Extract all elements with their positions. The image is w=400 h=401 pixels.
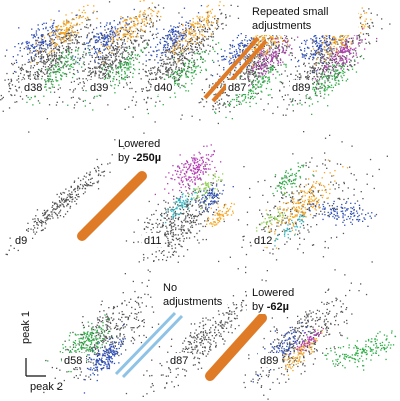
cloud-d58-gray — [43, 259, 168, 394]
cloud-d12-blue — [308, 200, 376, 227]
cloud-d11-magenta — [154, 144, 222, 200]
panel-label-d9: d9 — [15, 235, 27, 247]
row3-blue-bars — [114, 311, 184, 379]
cloud-d58-blue — [82, 323, 126, 394]
note-value: -62µ — [267, 301, 289, 313]
row1-transition-bars — [203, 36, 268, 103]
cloud-r1-1-green — [67, 43, 148, 111]
panel-label-d89-row1: d89 — [292, 82, 310, 94]
cloud-d11-cyan — [161, 188, 197, 224]
orange-bar-1 — [203, 36, 260, 100]
note-line2: by -250µ — [118, 152, 161, 164]
note-line1: Lowered — [252, 287, 294, 299]
cloud-r1-0-gray — [0, 1, 111, 112]
cloud-d89b-gray — [243, 261, 373, 400]
cloud-d12-lightgreen — [255, 209, 286, 235]
cloud-r1-0-orange — [29, 4, 98, 64]
note-line1: No — [163, 282, 177, 294]
cloud-d12-cyan — [268, 214, 306, 247]
panel-label-d87-row1: d87 — [228, 82, 246, 94]
cloud-r1-4-blue — [290, 22, 349, 73]
cloud-d89b-magenta — [289, 328, 324, 355]
cloud-r1-4-magenta — [314, 28, 378, 81]
blue-bar-2 — [121, 314, 184, 379]
y-axis-label: peak 1 — [20, 311, 32, 344]
panel-label-d89-row3: d89 — [260, 355, 278, 367]
note-lowered-250: Lowered by -250µ — [118, 138, 161, 164]
cloud-r1-1-gray — [28, 4, 180, 133]
panel-label-d58: d58 — [64, 355, 82, 367]
note-line2: by -62µ — [252, 301, 289, 313]
cloud-r1-1-blue — [71, 8, 135, 73]
note-line2: adjustments — [252, 20, 312, 32]
cloud-r1-4-green — [291, 47, 365, 115]
panel-label-d40: d40 — [154, 82, 172, 94]
cloud-r1-2-orange — [165, 1, 225, 63]
cloud-d12-gray — [218, 131, 388, 287]
blue-bar-1 — [114, 311, 177, 376]
cloud-d11-gray — [124, 165, 245, 283]
note-prefix: by — [252, 301, 267, 313]
cloud-d89b-green — [324, 330, 397, 371]
cloud-d12-green — [272, 162, 314, 196]
row2-orange-bar — [77, 171, 147, 241]
note-value: -250µ — [133, 152, 161, 164]
note-lowered-62: Lowered by -62µ — [247, 284, 305, 314]
axes-indicator: peak 1 peak 2 — [20, 311, 63, 393]
panel-label-d11: d11 — [144, 235, 162, 247]
cloud-d89b-orange — [280, 329, 323, 376]
note-no-adjustments: No adjustments — [157, 280, 227, 310]
x-axis-label: peak 2 — [30, 381, 63, 393]
cloud-d11-orange — [206, 202, 235, 227]
cloud-r1-1-orange — [91, 0, 162, 64]
note-repeated-small-adjustments: Repeated small adjustments — [244, 3, 358, 35]
note-line2: adjustments — [163, 296, 223, 308]
orange-bar-2 — [211, 39, 268, 103]
note-line1: Repeated small — [252, 6, 328, 18]
panel-label-d39: d39 — [90, 82, 108, 94]
panel-label-d12: d12 — [254, 235, 272, 247]
panel-label-d87-row3: d87 — [170, 355, 188, 367]
note-prefix: by — [118, 152, 133, 164]
cloud-d11-lightgreen — [188, 173, 224, 210]
cloud-r1-3-green — [214, 49, 291, 120]
row3-orange-bar — [205, 313, 267, 381]
cloud-r1-0-green — [26, 47, 90, 106]
note-line1: Lowered — [118, 138, 160, 150]
panel-label-d38: d38 — [24, 82, 42, 94]
label-backings — [14, 80, 312, 367]
